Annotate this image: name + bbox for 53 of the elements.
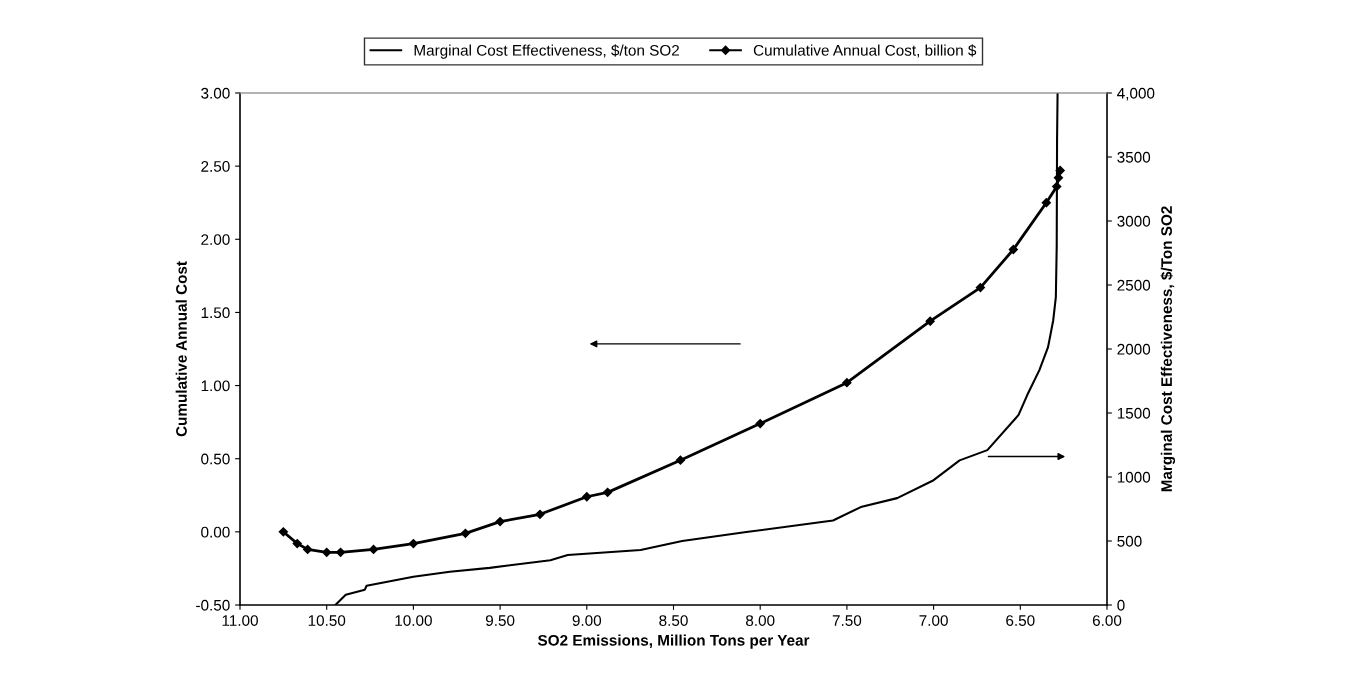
y2-tick-label: 2500: [1117, 279, 1151, 291]
x-tick-label: 7.00: [919, 615, 948, 626]
y-axis-title: Cumulative Annual Cost: [175, 261, 187, 437]
point: [582, 492, 592, 502]
y-tick-label: 0.00: [201, 526, 230, 538]
y2-axis-title: Marginal Cost Effectiveness, $/Ton SO2: [1160, 206, 1176, 492]
legend-label: Cumulative Annual Cost, billion $: [753, 44, 977, 58]
legend-label: Marginal Cost Effectiveness, $/ton SO2: [414, 44, 679, 59]
y2-tick-label: 2000: [1117, 343, 1151, 355]
x-tick-label: 9.00: [572, 615, 602, 626]
x-tick-label: 7.50: [832, 615, 862, 626]
point: [755, 418, 765, 429]
point: [292, 538, 302, 549]
point: [1055, 165, 1065, 176]
x-tick-label: 6.50: [1006, 615, 1035, 626]
point: [368, 544, 379, 555]
point: [1008, 244, 1018, 255]
point: [975, 282, 986, 293]
point: [278, 527, 288, 537]
y2-tick-label: 1000: [1117, 471, 1151, 483]
y2-tick-label: 4,000: [1117, 87, 1155, 101]
point: [602, 487, 613, 497]
point: [303, 544, 313, 555]
point: [925, 316, 935, 326]
x-tick-label: 9.50: [485, 615, 515, 626]
y-tick-label: 2.50: [201, 161, 230, 172]
point: [1041, 198, 1051, 208]
y2-tick-label: 3000: [1117, 215, 1151, 227]
x-axis-title: SO2 Emissions, Million Tons per Year: [537, 634, 810, 649]
y2-tick-label: 500: [1117, 535, 1142, 547]
x-tick-label: 10.00: [395, 615, 432, 626]
y-tick-label: -0.50: [196, 599, 230, 611]
x-tick-label: 10.50: [308, 615, 346, 626]
y-tick-label: 0.50: [201, 453, 230, 465]
y2-tick-label: 0: [1117, 599, 1125, 611]
y-tick-label: 3.00: [201, 87, 230, 99]
y-tick-label: 2.00: [201, 234, 230, 245]
point: [535, 509, 545, 519]
point: [460, 528, 471, 538]
y-tick-label: 1.00: [201, 380, 230, 392]
y2-tick-label: 1500: [1117, 407, 1151, 419]
point: [322, 547, 332, 557]
x-tick-label: 8.50: [659, 615, 688, 626]
point: [675, 455, 686, 465]
x-tick-label: 6.00: [1092, 615, 1122, 626]
point: [842, 378, 852, 388]
y-tick-label: 1.50: [201, 307, 230, 319]
x-tick-label: 11.00: [222, 615, 258, 626]
y2-tick-label: 3500: [1117, 151, 1151, 163]
point: [495, 516, 505, 527]
point: [408, 538, 419, 549]
point: [335, 547, 346, 557]
x-tick-label: 8.00: [746, 615, 775, 626]
